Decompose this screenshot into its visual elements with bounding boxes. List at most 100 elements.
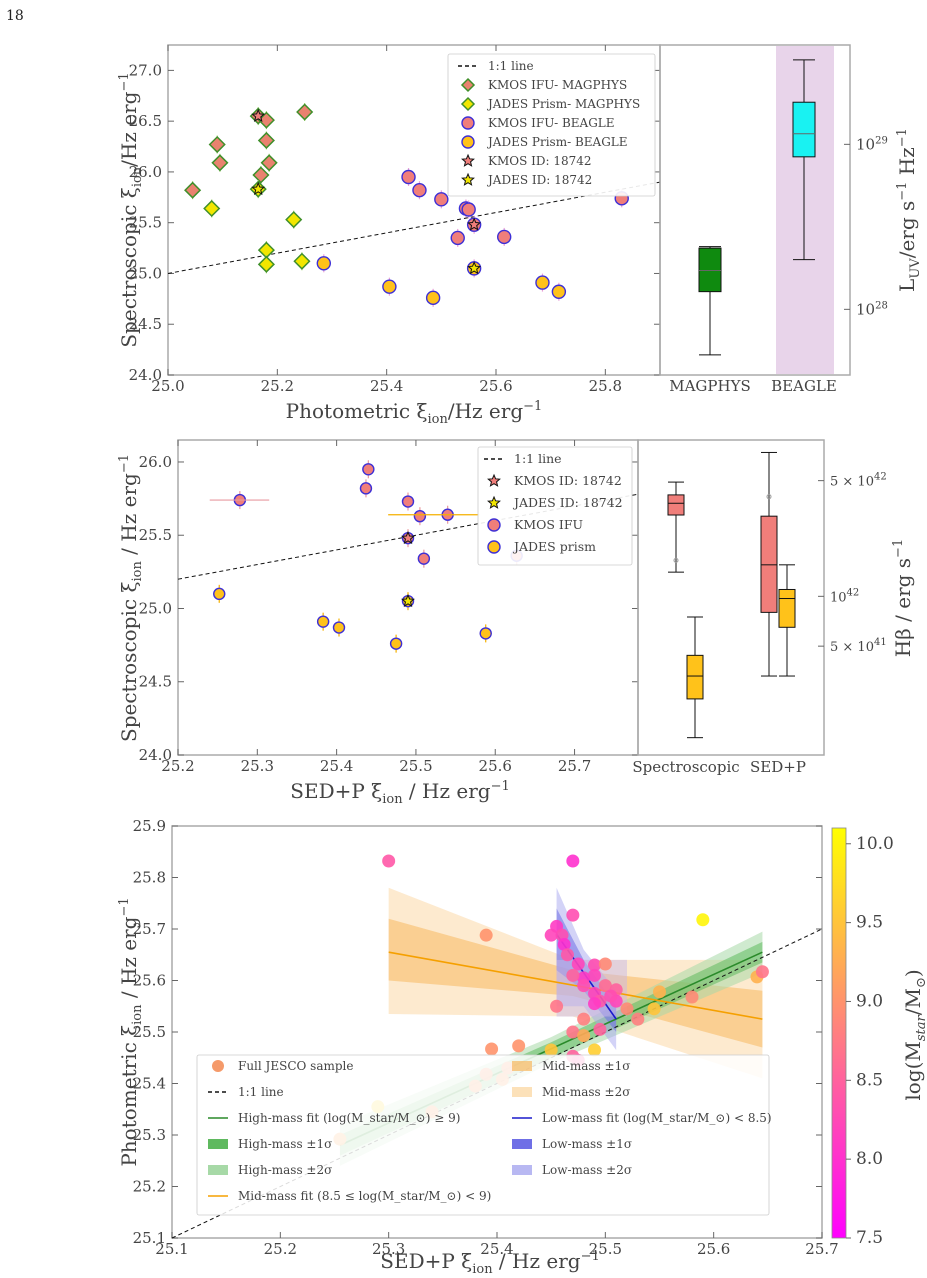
x-tick-label: 25.2	[161, 757, 194, 775]
legend-patch	[512, 1087, 532, 1097]
panel2-scatter: 25.2 25.3 25.4 25.5 25.6 25.7 24.0 24.5 25.0 25.5…	[117, 439, 639, 807]
colorbar-label: log(Mstar/M⊙)	[901, 969, 927, 1100]
legend-marker	[461, 135, 475, 149]
p2-y-axis-label: Spectroscopic ξion / Hz erg−1	[117, 454, 145, 742]
data-point	[577, 979, 591, 993]
data-point	[593, 1022, 607, 1036]
data-point	[620, 1002, 634, 1016]
legend-marker	[460, 77, 476, 93]
data-point	[203, 199, 221, 218]
data-point	[252, 166, 270, 184]
data-point	[685, 990, 699, 1004]
data-point	[450, 230, 465, 246]
y-tick-label: 24.5	[129, 315, 162, 333]
x-tick-label: 25.6	[697, 1240, 730, 1258]
data-point	[401, 593, 415, 608]
x-tick-label: 25.7	[805, 1240, 838, 1258]
data-point	[362, 463, 375, 476]
data-point	[467, 217, 482, 231]
y-tick-label: 25.8	[133, 869, 166, 887]
data-point	[213, 587, 226, 601]
data-point	[467, 261, 482, 275]
colorbar: 7.5 8.0 8.5 9.0 9.5 10.0 log(Mstar/M⊙)	[831, 827, 927, 1248]
data-point	[604, 989, 618, 1003]
data-point	[557, 937, 571, 951]
legend-label: Mid-mass fit (8.5 ≤ log(M_star/M_⊙) < 9)	[238, 1189, 491, 1203]
data-point	[257, 255, 275, 273]
legend-patch	[512, 1165, 532, 1175]
box-outlier	[673, 557, 679, 563]
data-point	[755, 965, 769, 979]
legend-label: KMOS ID: 18742	[514, 473, 622, 488]
legend-marker	[461, 116, 475, 130]
x-tick-label: 25.7	[558, 757, 591, 775]
x-tick-label: 25.2	[264, 1240, 297, 1258]
data-point	[598, 979, 612, 993]
p3-legend: Full JESCO sample 1:1 line High-mass fit (…	[196, 1054, 772, 1216]
fit-line	[388, 951, 763, 1020]
legend-label: JADES prism	[512, 539, 596, 554]
legend-label: KMOS IFU- BEAGLE	[488, 116, 615, 130]
data-point	[566, 1025, 580, 1039]
legend-label: Mid-mass ±1σ	[542, 1059, 630, 1073]
data-point	[571, 957, 585, 971]
data-point	[512, 1039, 526, 1053]
data-point	[316, 256, 331, 271]
box-outlier	[766, 494, 772, 500]
y-tick-label: 25.0	[129, 264, 162, 282]
data-point	[332, 621, 346, 634]
y-tick-label: 1028	[856, 300, 888, 318]
y-tick-label: 26.0	[139, 453, 172, 471]
data-point	[479, 627, 492, 640]
x-tick-label: 25.3	[372, 1240, 405, 1258]
colorbar-tick-label: 10.0	[856, 834, 894, 854]
data-point	[560, 948, 574, 962]
data-point	[359, 482, 373, 495]
y-tick-label: 1029	[856, 135, 888, 153]
x-tick-label: 25.5	[589, 1240, 622, 1258]
y-tick-label: 25.0	[139, 599, 172, 617]
legend-label: 1:1 line	[488, 59, 534, 73]
box-body	[778, 588, 796, 628]
legend-label: JADES Prism- BEAGLE	[486, 135, 628, 149]
y-tick-label: 5 × 1042	[830, 472, 887, 490]
y-tick-label: 25.1	[133, 1229, 166, 1247]
data-point	[413, 509, 427, 523]
data-point	[544, 1043, 558, 1057]
x-tick-label: 25.2	[261, 377, 294, 395]
data-point	[417, 552, 431, 565]
data-point	[434, 192, 449, 207]
data-point	[401, 530, 415, 545]
data-point	[577, 1012, 591, 1026]
data-point	[389, 637, 403, 650]
y-tick-label: 25.4	[133, 1075, 166, 1093]
legend-marker	[461, 172, 475, 186]
data-point	[497, 229, 512, 245]
x-tick-label: 25.5	[399, 757, 432, 775]
y-tick-label: 24.5	[139, 673, 172, 691]
data-point	[577, 1029, 591, 1043]
legend-marker	[487, 495, 501, 509]
box-body	[667, 494, 685, 516]
y-tick-label: 25.5	[139, 526, 172, 544]
y-tick-label: 25.2	[133, 1178, 166, 1196]
legend-label: JADES Prism- MAGPHYS	[486, 97, 640, 111]
y-tick-label: 27.0	[129, 61, 162, 79]
data-point	[293, 252, 311, 270]
legend-label: JADES ID: 18742	[512, 495, 623, 510]
y-tick-label: 25.5	[129, 214, 162, 232]
panel3-scatter: 25.1 25.2 25.3 25.4 25.5 25.6 25.7 25.1 25.2 25.3…	[117, 817, 839, 1277]
panel1-scatter: 25.0 25.2 25.4 25.6 25.8 24.0 24.5 25.0 25.5 26.0…	[117, 44, 661, 427]
data-point	[251, 108, 266, 122]
y-tick-label: 26.0	[129, 163, 162, 181]
legend-patch	[208, 1165, 228, 1175]
legend-label: JADES ID: 18742	[486, 173, 592, 187]
data-point	[566, 854, 580, 868]
legend-label: KMOS IFU- MAGPHYS	[488, 78, 627, 92]
y-tick-label: 26.5	[129, 112, 162, 130]
x-tick-label: 25.3	[241, 757, 274, 775]
data-point	[566, 908, 580, 922]
p2-legend: 1:1 line KMOS ID: 18742 JADES ID: 18742 KMO…	[477, 446, 633, 566]
data-point	[479, 928, 493, 942]
